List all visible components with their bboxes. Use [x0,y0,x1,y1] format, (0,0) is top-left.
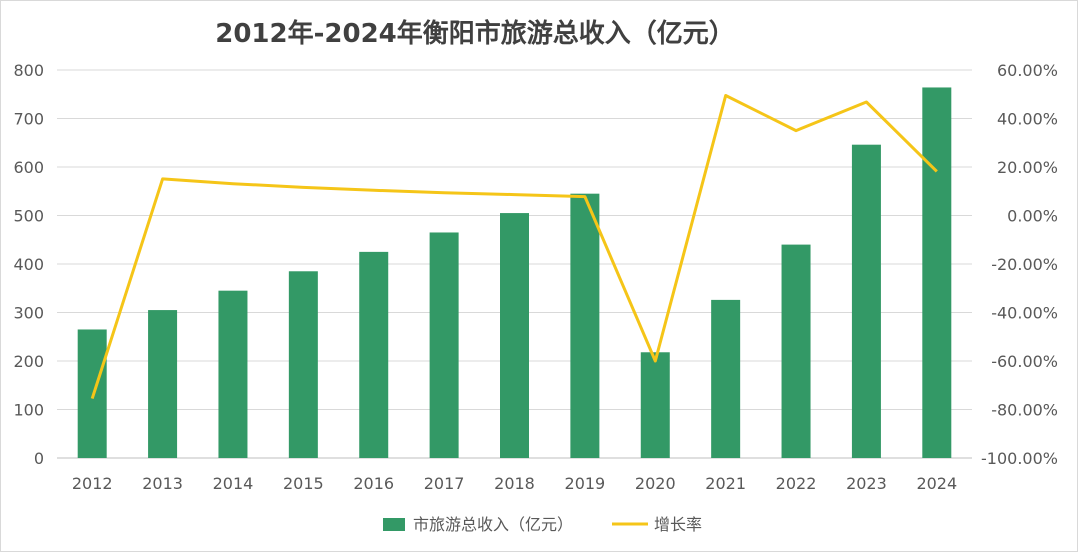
left-tick-label: 300 [13,304,44,323]
right-tick-label: -20.00% [991,255,1058,274]
x-tick-label: 2012 [72,474,113,493]
bar-2014 [218,290,248,458]
line-series [90,94,938,400]
left-tick-label: 700 [13,110,44,129]
x-tick-label: 2015 [283,474,324,493]
left-tick-label: 200 [13,352,44,371]
x-tick-label: 2014 [213,474,254,493]
x-tick-label: 2017 [424,474,465,493]
bar-2020 [640,352,670,458]
left-tick-label: 800 [13,61,44,80]
x-tick-label: 2018 [494,474,535,493]
x-tick-label: 2021 [705,474,746,493]
bar-2021 [711,299,741,458]
growth-rate-line [90,94,938,400]
right-tick-label: -40.00% [991,304,1058,323]
bar-2013 [148,310,178,458]
x-tick-label: 2023 [846,474,887,493]
x-tick-label: 2022 [776,474,817,493]
bar-2022 [781,244,811,458]
bar-2024 [922,87,952,459]
left-tick-label: 500 [13,207,44,226]
bar-2016 [359,251,389,458]
bar-2017 [429,232,459,458]
right-axis: -100.00% -80.00% -60.00% -40.00% -20.00% 0.00… [981,61,1058,468]
left-axis: 0 100 200 300 400 500 600 700 800 [13,61,44,468]
x-tick-label: 2016 [353,474,394,493]
x-axis: 2012 2013 2014 2015 2016 2017 2018 2019 2020 2021… [72,474,957,493]
x-tick-label: 2019 [565,474,606,493]
right-tick-label: 0.00% [1007,207,1058,226]
left-tick-label: 600 [13,158,44,177]
legend-label-bar: 市旅游总收入（亿元） [413,515,573,534]
x-tick-label: 2024 [916,474,957,493]
right-tick-label: 40.00% [997,110,1058,129]
bar-2019 [570,193,600,459]
right-tick-label: -60.00% [991,352,1058,371]
left-tick-label: 400 [13,255,44,274]
legend: 市旅游总收入（亿元） 增长率 [383,515,702,534]
left-tick-label: 100 [13,401,44,420]
left-tick-label: 0 [34,449,44,468]
chart-title: 2012年-2024年衡阳市旅游总收入（亿元） [215,18,735,49]
right-tick-label: 20.00% [997,158,1058,177]
x-tick-label: 2020 [635,474,676,493]
right-tick-label: 60.00% [997,61,1058,80]
legend-swatch-bar [383,518,405,531]
bar-2015 [288,271,318,458]
bar-series [77,87,952,459]
bar-2023 [851,144,881,458]
right-tick-label: -100.00% [981,449,1058,468]
right-tick-label: -80.00% [991,401,1058,420]
bar-2018 [500,213,529,458]
legend-label-line: 增长率 [654,515,702,534]
x-tick-label: 2013 [142,474,183,493]
